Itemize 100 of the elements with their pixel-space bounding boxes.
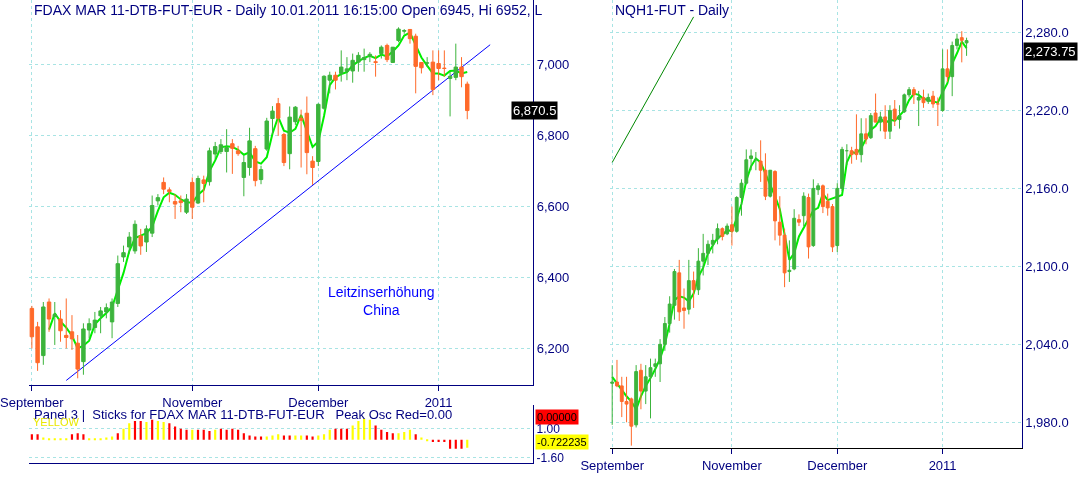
y-tick-label: 7,000 — [536, 57, 570, 73]
bar — [466, 439, 469, 448]
bar — [363, 418, 366, 440]
bar — [116, 433, 119, 440]
bar — [351, 425, 354, 440]
candlestick — [729, 206, 734, 247]
bar — [271, 435, 274, 440]
bar — [145, 422, 148, 440]
bar — [59, 438, 62, 441]
x-tick-label: December — [288, 395, 349, 411]
y-tick-label: 6,600 — [536, 199, 570, 215]
bar — [151, 419, 154, 440]
bar — [305, 435, 308, 440]
text: 0.00000 — [537, 411, 577, 423]
bar — [414, 434, 417, 440]
bar — [385, 432, 389, 440]
bar — [277, 434, 280, 440]
bar — [317, 435, 320, 440]
y-tick-label: 6,200 — [536, 341, 570, 357]
text: 2,273.75 — [1025, 44, 1076, 59]
bar — [391, 433, 394, 440]
bar — [76, 433, 79, 440]
x-tick-label: 2011 — [424, 395, 453, 411]
bar — [196, 429, 200, 440]
bar — [208, 430, 211, 440]
bar — [288, 435, 291, 440]
y-tick-label: 2,040.0 — [1025, 336, 1069, 352]
y-tick-label: 2,280.0 — [1025, 25, 1069, 41]
bar — [70, 434, 74, 440]
bar — [185, 429, 188, 440]
bar — [99, 438, 102, 441]
y-tick-label: 2,220.0 — [1025, 102, 1069, 118]
bar — [403, 432, 406, 440]
bar — [345, 428, 349, 440]
bar — [368, 419, 371, 440]
bar — [53, 438, 56, 441]
bar — [30, 434, 33, 440]
bar — [162, 422, 165, 440]
candlestick — [864, 117, 868, 145]
bar — [219, 428, 222, 440]
chart-title: FDAX MAR 11-DTB-FUT-EUR - Daily 10.01.2011 16:15:00 Open 6945, Hi 6952, L — [34, 2, 543, 18]
bar — [47, 438, 51, 441]
x-tick-label: September — [0, 395, 65, 411]
y-tick-label: -1.60 — [536, 450, 565, 465]
candlestick — [373, 54, 378, 78]
bar — [237, 429, 240, 440]
candlestick — [749, 148, 754, 171]
bar — [340, 428, 343, 440]
x-tick-label: December — [807, 457, 868, 473]
bar — [328, 429, 331, 440]
bar — [460, 439, 463, 449]
bar — [282, 435, 286, 440]
bar — [168, 423, 171, 440]
x-tick-label: September — [580, 457, 645, 473]
candlestick — [230, 138, 235, 175]
y-tick-label: 2,100.0 — [1025, 258, 1069, 274]
bar — [231, 428, 234, 440]
bar — [82, 434, 85, 440]
bar — [174, 426, 177, 440]
bar — [191, 429, 194, 440]
y-tick-label: 1,980.0 — [1025, 414, 1069, 430]
bar — [179, 428, 182, 440]
annotation: Leitzinserhöhung China — [328, 284, 435, 319]
bar — [128, 423, 131, 440]
bar — [122, 428, 125, 440]
bar — [248, 435, 251, 440]
bar — [454, 439, 457, 449]
bar — [374, 425, 377, 440]
x-tick-label: November — [162, 395, 223, 411]
candlestick — [935, 96, 940, 127]
bar — [156, 420, 159, 440]
bar — [408, 429, 412, 440]
y-tick-label: 1.00 — [536, 421, 561, 436]
bar — [334, 428, 337, 440]
x-tick-label: 2011 — [928, 457, 957, 473]
bar — [300, 435, 303, 440]
candlestick — [797, 213, 801, 227]
bar — [426, 439, 429, 442]
bar — [380, 429, 383, 440]
bar — [397, 433, 400, 440]
bar — [311, 436, 314, 440]
bar — [357, 420, 360, 440]
bar — [242, 433, 245, 440]
y-tick-label: 6,400 — [536, 270, 570, 286]
bar — [65, 438, 68, 441]
chart-title: NQH1-FUT - Daily — [615, 2, 730, 18]
bar — [93, 438, 96, 441]
bar — [322, 434, 326, 440]
bar — [214, 429, 217, 440]
bar — [133, 420, 137, 440]
annotation: 6,870.5 — [513, 103, 557, 118]
x-tick-label: November — [701, 457, 763, 473]
bar — [88, 438, 91, 441]
bar — [202, 429, 205, 440]
y-tick-label: 6,800 — [536, 128, 570, 144]
text: -0.722235 — [537, 436, 587, 448]
bar — [225, 429, 228, 440]
bar — [448, 439, 452, 449]
bar — [294, 435, 297, 440]
y-tick-label: 2,160.0 — [1025, 180, 1069, 196]
